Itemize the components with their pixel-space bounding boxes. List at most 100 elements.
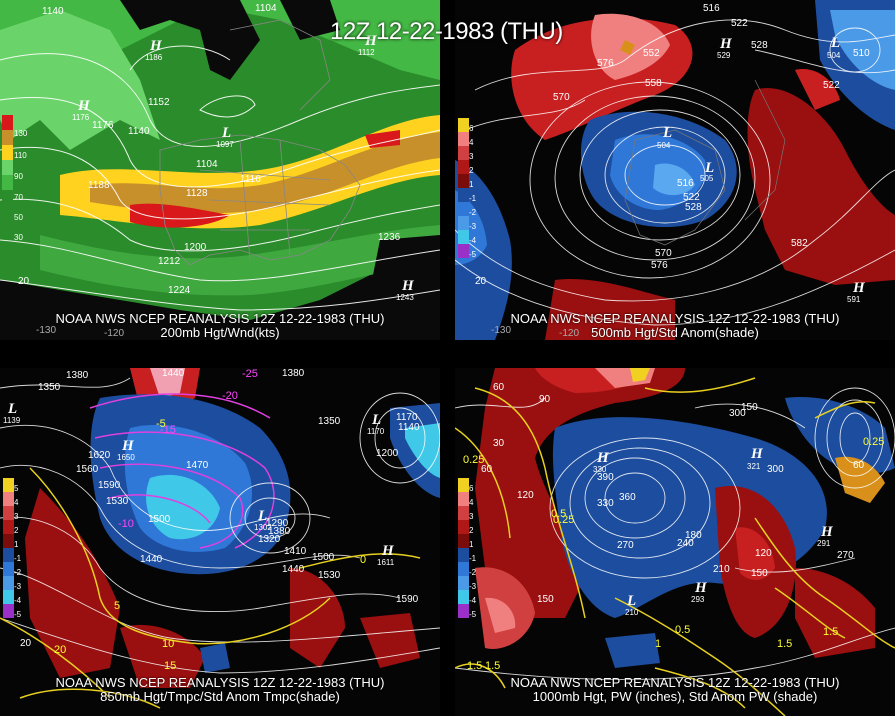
contour-label: 510 <box>853 48 870 59</box>
contour-label: 516 <box>677 178 694 189</box>
contour-label: 1152 <box>148 97 170 108</box>
main-title: 12Z 12-22-1983 (THU) <box>330 18 563 45</box>
pw-label: 0.5 <box>551 508 567 520</box>
contour-label: 1236 <box>378 232 401 243</box>
contour-label: 1500 <box>148 514 171 525</box>
center-value: 1650 <box>117 453 135 462</box>
high-center-label: H <box>382 543 394 559</box>
contour-label: 60 <box>493 382 505 393</box>
high-center-label: H <box>597 450 609 466</box>
caption-line2: 850mb Hgt/Tmpc/Std Anom Tmpc(shade) <box>100 689 340 704</box>
contour-label: 582 <box>791 238 808 249</box>
caption-line2: 200mb Hgt/Wnd(kts) <box>160 325 280 340</box>
contour-label: 1104 <box>255 3 277 14</box>
contour-label: 1116 <box>240 174 261 185</box>
low-center-label: L <box>258 508 268 524</box>
contour-label: 30 <box>493 438 505 449</box>
legend-label: 1 <box>469 540 474 549</box>
contour-label: 1170 <box>396 412 418 423</box>
pw-label: 1.5 <box>485 660 501 672</box>
contour-label: 1350 <box>318 416 341 427</box>
contour-label: 522 <box>731 18 748 29</box>
contour-label: 1176 <box>92 120 114 131</box>
legend-label: -3 <box>14 582 22 591</box>
temp-label: -5 <box>156 418 166 430</box>
legend-label: 5 <box>14 484 19 493</box>
temp-label: -10 <box>118 518 134 530</box>
legend-label: -4 <box>469 236 477 245</box>
center-value: 1611 <box>377 558 395 567</box>
pw-label: 1.5 <box>777 638 793 650</box>
contour-label: 1212 <box>158 256 181 267</box>
contour-label: 150 <box>751 568 768 579</box>
caption-line2: 1000mb Hgt, PW (inches), Std Anom PW (sh… <box>532 689 818 704</box>
low-center-label: L <box>372 412 382 428</box>
center-value: 210 <box>625 608 639 617</box>
contour-label: 1140 <box>42 6 64 17</box>
legend-label: 2 <box>469 526 474 535</box>
contour-label: 1320 <box>258 534 281 545</box>
contour-label: 60 <box>853 460 865 471</box>
contour-label: 300 <box>767 464 784 475</box>
contour-label: 1470 <box>186 460 209 471</box>
contour-label: 270 <box>837 550 854 561</box>
contour-label: 552 <box>643 48 660 59</box>
contour-label: 576 <box>651 260 668 271</box>
legend-label: 6 <box>469 484 474 493</box>
center-value: 504 <box>827 51 841 60</box>
legend-label: -2 <box>469 568 477 577</box>
contour-label: 150 <box>741 402 758 413</box>
temp-label: -25 <box>242 368 258 380</box>
legend-label: 110 <box>14 151 27 160</box>
panel-500mb: 6 4 3 2 1 -1 -2 -3 -4 -5 H 529 L 504 L 5… <box>455 0 895 340</box>
contour-label: 1188 <box>88 180 110 191</box>
contour-label: 1560 <box>76 464 99 475</box>
legend-850mb <box>3 478 14 618</box>
legend-label: 1 <box>469 180 474 189</box>
legend-label: 2 <box>14 526 19 535</box>
legend-label: 70 <box>14 193 23 202</box>
longitude-label: -120 <box>559 328 580 339</box>
low-center-label: L <box>8 401 18 417</box>
temp-label: -15 <box>160 424 176 436</box>
legend-label: -1 <box>14 554 22 563</box>
contour-label: 528 <box>685 202 702 213</box>
caption-line1: NOAA NWS NCEP REANALYSIS 12Z 12-22-1983 … <box>55 675 385 690</box>
contour-label: 240 <box>677 538 694 549</box>
longitude-label: -130 <box>491 325 512 336</box>
contour-label: 522 <box>683 192 700 203</box>
map-1000mb-graphic <box>455 368 895 716</box>
contour-label: 1128 <box>186 188 208 199</box>
high-center-label: H <box>150 38 162 54</box>
center-value: 1243 <box>396 293 414 302</box>
contour-label: 300 <box>729 408 746 419</box>
center-value: 1139 <box>3 416 21 425</box>
contour-label: 1590 <box>98 480 121 491</box>
legend-label: -4 <box>469 596 477 605</box>
legend-label: 30 <box>14 233 23 242</box>
legend-label: 1 <box>14 540 19 549</box>
legend-label: -1 <box>469 194 477 203</box>
panel-200mb: 130 110 90 70 50 30 H 1186 H 1176 H 1112… <box>0 0 440 340</box>
contour-label: 1380 <box>66 370 89 381</box>
contour-label: 1380 <box>282 368 305 379</box>
contour-label: 1500 <box>312 552 335 563</box>
temp-label: 15 <box>164 660 177 672</box>
center-value: 504 <box>657 141 671 150</box>
center-value: 505 <box>700 174 714 183</box>
contour-label: 570 <box>553 92 570 103</box>
map-850mb-graphic <box>0 368 440 716</box>
center-value: 1176 <box>72 113 90 122</box>
center-value: 1112 <box>358 48 375 57</box>
contour-label: 150 <box>537 594 554 605</box>
contour-label: 1620 <box>88 450 111 461</box>
map-500mb-graphic <box>455 0 895 340</box>
contour-label: 1440 <box>282 564 305 575</box>
longitude-label: -120 <box>104 328 125 339</box>
center-value: 293 <box>691 595 705 604</box>
low-center-label: L <box>663 125 673 141</box>
legend-label: -2 <box>469 208 477 217</box>
contour-label: 270 <box>617 540 634 551</box>
contour-label: 1140 <box>398 422 420 433</box>
contour-label: 1440 <box>140 554 163 565</box>
